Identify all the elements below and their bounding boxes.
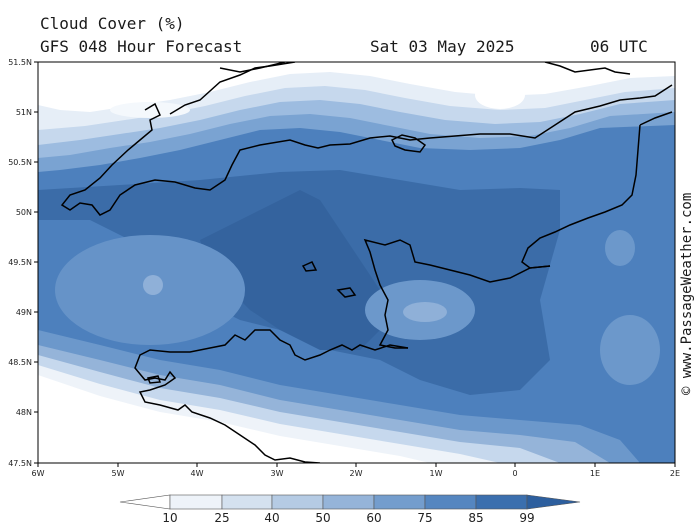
cloud-band-darker-center bbox=[200, 190, 380, 350]
lat-label-2: 51N bbox=[16, 108, 32, 117]
cloud-fill-layer bbox=[38, 62, 675, 463]
coastlines bbox=[60, 62, 673, 463]
lon-label-8: 1E bbox=[590, 469, 600, 478]
lat-label-8: 48N bbox=[16, 408, 32, 417]
coastline-channel-islands-guernsey bbox=[301, 261, 318, 272]
colorbar-seg-8 bbox=[526, 494, 581, 510]
colorbar-seg-4 bbox=[322, 494, 375, 510]
lon-label-3: 4W bbox=[191, 469, 204, 478]
colorbar-label-2: 25 bbox=[214, 511, 229, 525]
coastline-brittany bbox=[134, 329, 409, 463]
coastline-channel-islands-jersey bbox=[336, 287, 357, 298]
lon-label-1: 6W bbox=[32, 469, 45, 478]
colorbar-label-8: 99 bbox=[519, 511, 534, 525]
map-title: Cloud Cover (%) bbox=[40, 14, 185, 33]
axis-ticks bbox=[34, 61, 676, 467]
cloud-patch-light-east bbox=[600, 315, 660, 385]
lon-label-7: 0 bbox=[512, 469, 517, 478]
colorbar-seg-5 bbox=[373, 494, 426, 510]
lat-label-5: 49.5N bbox=[8, 258, 32, 267]
site-credit: © www.PassageWeather.com bbox=[679, 192, 695, 395]
lon-label-4: 3W bbox=[271, 469, 284, 478]
cloud-patch-lighter-center bbox=[403, 302, 447, 322]
coastline-kent-channel bbox=[521, 111, 673, 269]
colorbar-label-5: 60 bbox=[366, 511, 381, 525]
longitude-labels: 6W 5W 4W 3W 2W 1W 0 1E 2E bbox=[32, 469, 681, 478]
cloud-band-south-5 bbox=[38, 375, 430, 463]
lat-label-4: 50N bbox=[16, 208, 32, 217]
colorbar-label-1: 10 bbox=[162, 511, 177, 525]
colorbar: 10 25 40 50 60 75 85 99 bbox=[119, 494, 581, 525]
forecast-date: Sat 03 May 2025 bbox=[370, 37, 515, 56]
lat-label-6: 49N bbox=[16, 308, 32, 317]
colorbar-seg-3 bbox=[271, 494, 324, 510]
lon-label-5: 2W bbox=[350, 469, 363, 478]
lon-label-2: 5W bbox=[112, 469, 125, 478]
colorbar-label-7: 85 bbox=[468, 511, 483, 525]
lat-label-3: 50.5N bbox=[8, 158, 32, 167]
cloud-patch-white-ne bbox=[475, 81, 525, 109]
lat-label-9: 47.5N bbox=[8, 459, 32, 468]
colorbar-seg-0 bbox=[119, 494, 171, 510]
colorbar-label-4: 50 bbox=[315, 511, 330, 525]
colorbar-seg-1 bbox=[169, 494, 223, 510]
forecast-time: 06 UTC bbox=[590, 37, 648, 56]
lon-label-6: 1W bbox=[430, 469, 443, 478]
lon-label-9: 2E bbox=[670, 469, 680, 478]
latitude-labels: 51.5N 51N 50.5N 50N 49.5N 49N 48.5N 48N … bbox=[8, 58, 32, 468]
coastline-thames bbox=[219, 62, 631, 75]
coastline-ushant bbox=[146, 375, 162, 384]
forecast-subtitle: GFS 048 Hour Forecast bbox=[40, 37, 243, 56]
colorbar-label-6: 75 bbox=[417, 511, 432, 525]
colorbar-seg-7 bbox=[475, 494, 528, 510]
coastline-isle-of-wight bbox=[390, 134, 427, 153]
colorbar-seg-6 bbox=[424, 494, 477, 510]
lat-label-7: 48.5N bbox=[8, 358, 32, 367]
cloud-patch-light-ne bbox=[605, 230, 635, 266]
colorbar-label-3: 40 bbox=[264, 511, 279, 525]
cloud-band-north-5 bbox=[38, 62, 675, 112]
lat-label-1: 51.5N bbox=[8, 58, 32, 67]
colorbar-seg-2 bbox=[221, 494, 273, 510]
cloud-patch-small bbox=[143, 275, 163, 295]
coastline-normandy bbox=[363, 238, 551, 349]
